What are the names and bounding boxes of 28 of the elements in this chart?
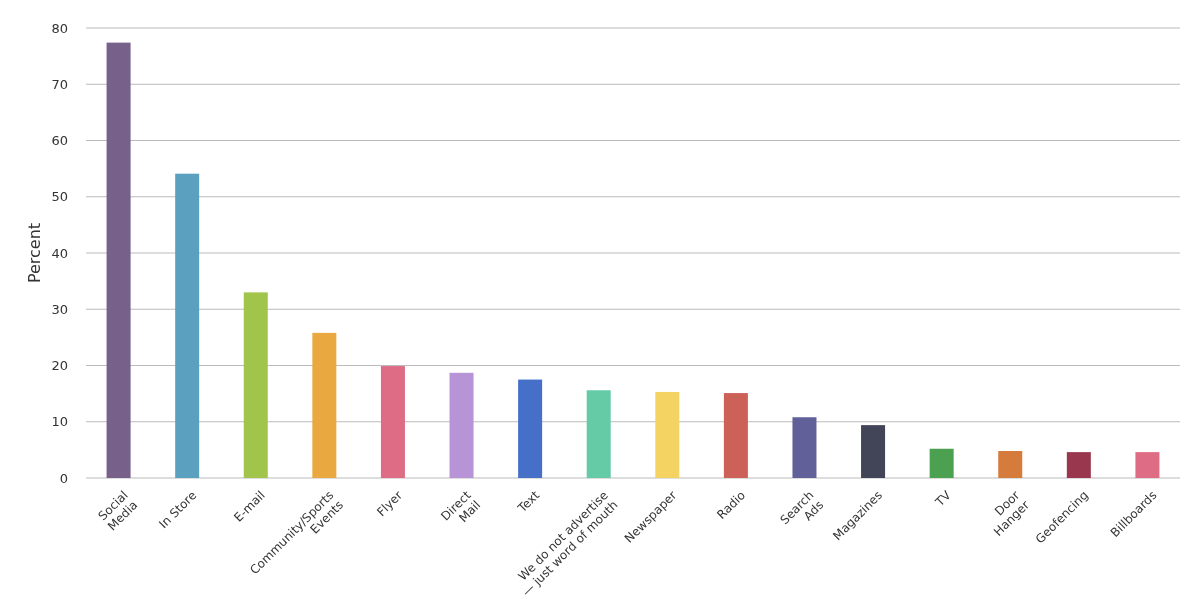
y-axis-title: Percent (25, 222, 44, 284)
x-tick-label: Text (514, 487, 543, 516)
y-tick-label: 70 (51, 76, 68, 92)
bar (1066, 452, 1091, 478)
x-tick-label: TV (932, 487, 955, 510)
bar (175, 173, 200, 478)
y-tick-label: 40 (51, 245, 68, 261)
bar (312, 332, 337, 478)
y-tick-label: 30 (51, 301, 68, 317)
bar (655, 391, 680, 478)
y-tick-label: 50 (51, 189, 68, 205)
y-tick-label: 60 (51, 133, 68, 149)
bar (586, 390, 611, 478)
y-tick-label: 0 (59, 470, 68, 486)
bar (861, 425, 886, 478)
bar (929, 448, 954, 478)
bar (243, 292, 268, 478)
y-tick-label: 80 (51, 20, 68, 36)
bar (723, 393, 748, 478)
bar (998, 451, 1023, 478)
bar (1135, 452, 1160, 478)
bar (792, 417, 817, 478)
bar (518, 379, 543, 478)
bar (449, 372, 474, 478)
bar (380, 366, 405, 478)
bar (106, 42, 131, 478)
y-tick-label: 20 (51, 358, 68, 374)
y-tick-label: 10 (51, 414, 68, 430)
